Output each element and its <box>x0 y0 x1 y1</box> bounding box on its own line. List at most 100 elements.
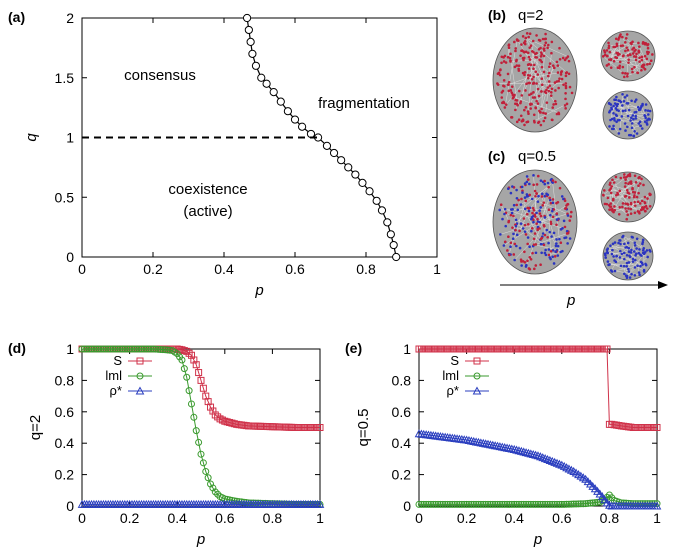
network-node <box>563 104 567 107</box>
network-node <box>535 211 538 215</box>
network-node <box>617 38 620 41</box>
network-edge <box>534 67 555 98</box>
network-node <box>636 71 640 75</box>
network-node <box>514 98 517 102</box>
marker-lml <box>128 345 136 353</box>
network-node <box>615 254 618 258</box>
network-edge <box>610 45 618 60</box>
legend-label: S <box>113 353 122 368</box>
network-node <box>646 46 650 50</box>
phase-boundary-point <box>389 240 398 250</box>
phase-boundary-point <box>351 170 360 179</box>
network-node <box>516 208 520 212</box>
network-node <box>515 188 518 192</box>
marker-rho <box>536 452 545 461</box>
network-node <box>540 83 544 87</box>
network-node <box>558 57 562 61</box>
marker-rho <box>514 446 524 455</box>
x-tick-label: 1 <box>433 261 441 277</box>
network-node <box>618 118 621 122</box>
marker-rho <box>540 454 550 463</box>
x-tick-label: 0.8 <box>263 510 283 526</box>
y-tick-label: 0.2 <box>392 467 412 483</box>
network-node <box>615 193 618 197</box>
network-node <box>626 213 630 217</box>
phase-boundary-point <box>344 163 353 172</box>
network-node <box>519 222 523 225</box>
network-node <box>517 64 521 68</box>
network-b-small-blue <box>602 90 654 140</box>
phase-boundary-point <box>283 107 292 116</box>
marker-lml <box>147 345 155 353</box>
marker-lml <box>109 345 117 353</box>
marker-lml <box>417 500 425 508</box>
network-node <box>646 43 649 47</box>
network-node <box>506 55 510 59</box>
network-node <box>509 245 512 248</box>
marker-S <box>653 424 661 431</box>
network-node <box>625 217 629 221</box>
network-node <box>524 106 528 109</box>
phase-boundary-point <box>386 230 395 239</box>
marker-lml <box>142 345 150 353</box>
network-node <box>623 257 626 261</box>
network-node <box>555 223 558 227</box>
marker-S <box>473 357 481 365</box>
network-node <box>627 270 631 273</box>
network-node <box>564 82 568 85</box>
network-node <box>618 206 622 209</box>
network-node <box>644 204 648 208</box>
network-node <box>543 251 547 255</box>
network-node <box>540 195 544 198</box>
network-node <box>642 63 646 67</box>
network-node <box>604 256 607 259</box>
panel-label-e: (e) <box>345 340 362 356</box>
phase-boundary-point <box>251 61 261 70</box>
network-node <box>625 274 629 278</box>
network-node <box>537 120 541 124</box>
network-node <box>560 195 564 198</box>
network-node <box>642 247 646 250</box>
network-node <box>561 249 564 253</box>
network-node <box>634 252 638 256</box>
network-node <box>648 118 651 121</box>
x-axis-label: p <box>254 282 263 299</box>
region-coexistence: coexistence <box>168 181 247 198</box>
network-edge <box>607 43 632 57</box>
network-illustrations <box>492 27 656 281</box>
network-node <box>644 262 647 266</box>
network-node <box>512 203 516 207</box>
network-node <box>627 133 631 137</box>
network-node <box>637 271 641 274</box>
network-node <box>566 55 570 58</box>
x-tick-label: 0.4 <box>167 510 187 526</box>
network-b-label: q=2 <box>518 7 543 24</box>
network-node <box>524 89 527 92</box>
network-node <box>554 250 557 254</box>
network-node <box>634 181 638 184</box>
network-node <box>564 107 567 110</box>
network-node <box>532 243 536 246</box>
network-edge <box>610 247 627 271</box>
network-node <box>555 212 559 215</box>
network-node <box>615 114 619 118</box>
marker-lml <box>536 500 544 508</box>
x-tick-label: 0.6 <box>285 261 305 277</box>
network-node <box>625 175 628 179</box>
network-node <box>632 250 636 253</box>
marker-lml <box>482 500 490 508</box>
panel-label-b: (b) <box>488 7 506 23</box>
network-node <box>616 66 620 69</box>
network-node <box>554 89 557 92</box>
network-node <box>645 207 649 210</box>
network-node <box>624 194 628 198</box>
network-node <box>540 90 543 93</box>
network-node <box>527 267 531 270</box>
marker-lml <box>104 345 112 353</box>
marker-lml <box>138 345 145 353</box>
marker-lml <box>453 500 461 508</box>
network-node <box>616 102 620 106</box>
network-node <box>632 46 636 50</box>
network-node <box>633 111 636 114</box>
